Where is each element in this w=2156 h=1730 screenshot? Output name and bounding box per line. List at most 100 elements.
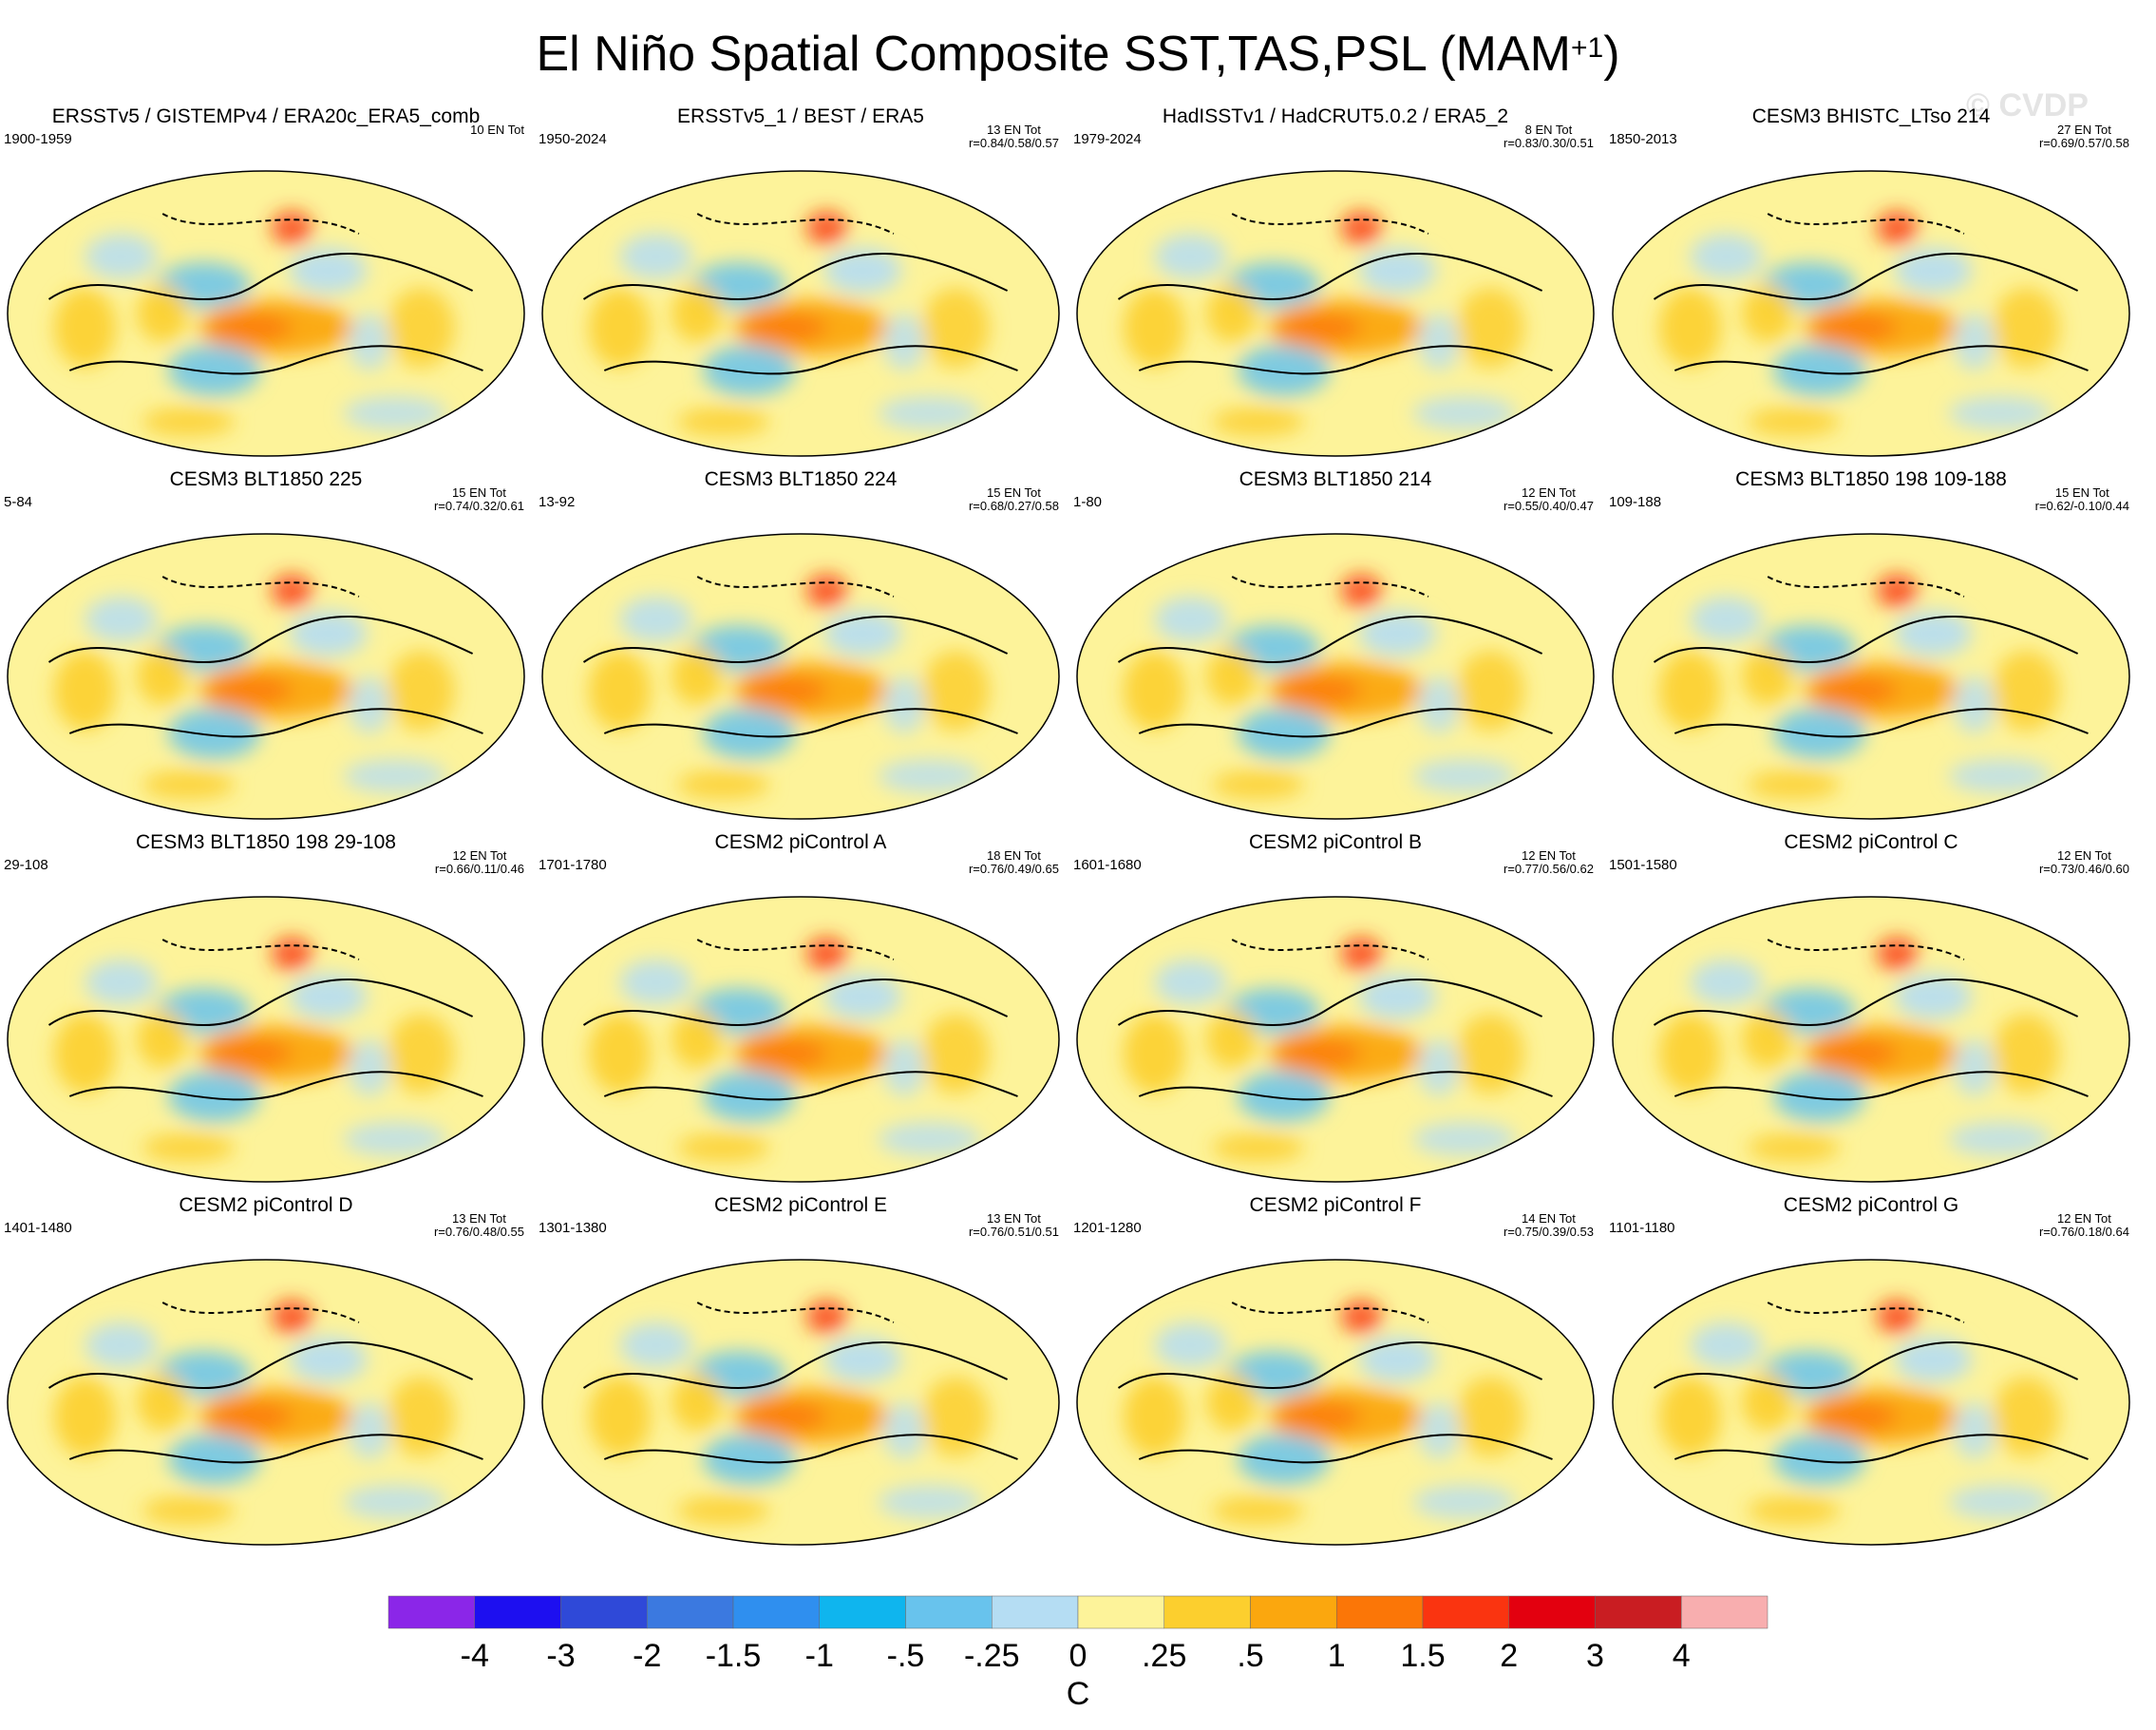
- map-panel: ERSSTv5 / GISTEMPv4 / ERA20c_ERA5_comb 19…: [0, 103, 532, 464]
- anomaly-region: [1658, 1377, 1722, 1456]
- panel-title: CESM2 piControl D: [179, 1194, 353, 1216]
- anomaly-region: [619, 234, 692, 279]
- panel-stats: 12 EN Tot r=0.77/0.56/0.62: [1504, 849, 1594, 876]
- panel-title: ERSSTv5_1 / BEST / ERA5: [677, 105, 924, 127]
- anomaly-region: [805, 574, 847, 608]
- anomaly-region: [85, 960, 158, 1005]
- anomaly-region: [1211, 1133, 1305, 1162]
- anomaly-region: [805, 1300, 847, 1334]
- anomaly-region: [1278, 1402, 1362, 1431]
- psl-contour: [1231, 1302, 1429, 1323]
- map-panel: CESM2 piControl F 1201-1280 14 EN Tot r=0.7…: [1069, 1191, 1601, 1552]
- anomaly-region: [1690, 597, 1763, 642]
- panel-title: CESM3 BLT1850 214: [1239, 468, 1432, 490]
- anomaly-region: [1814, 676, 1898, 705]
- psl-contour: [1117, 979, 1543, 1026]
- psl-contour: [603, 1071, 1018, 1101]
- map-panel: CESM2 piControl C 1501-1580 12 EN Tot r=0.7…: [1605, 828, 2137, 1189]
- map-graphic: [1612, 1259, 2130, 1546]
- anomaly-region: [1340, 574, 1382, 608]
- psl-contour: [68, 1071, 483, 1101]
- psl-contour: [1767, 939, 1965, 960]
- panel-title: CESM3 BLT1850 198 29-108: [136, 831, 396, 853]
- panel-title: CESM2 piControl C: [1784, 831, 1958, 853]
- anomaly-region: [744, 1039, 827, 1068]
- anomaly-region: [137, 285, 189, 342]
- anomaly-region: [619, 597, 692, 642]
- psl-contour: [1138, 708, 1553, 738]
- anomaly-region: [167, 1434, 261, 1485]
- colorbar-tick-label: 3: [1586, 1638, 1604, 1674]
- anomaly-region: [1340, 1300, 1382, 1334]
- panel-correlation: r=0.68/0.27/0.58: [968, 499, 1059, 513]
- anomaly-region: [878, 1122, 982, 1156]
- map-graphic: [541, 1259, 1060, 1546]
- panel-event-count: 8 EN Tot: [1524, 123, 1573, 137]
- anomaly-region: [1211, 770, 1305, 799]
- anomaly-region: [1992, 288, 2060, 368]
- anomaly-region: [387, 288, 455, 368]
- map-panel: HadISSTv1 / HadCRUT5.0.2 / ERA5_2 1979-20…: [1069, 103, 1601, 464]
- map-graphic: [541, 896, 1060, 1183]
- anomaly-region: [1954, 314, 1995, 371]
- map-graphic: [1076, 170, 1595, 457]
- anomaly-region: [53, 288, 117, 368]
- map-outline: [1612, 896, 2130, 1183]
- psl-contour: [1653, 979, 2079, 1026]
- anomaly-region: [1992, 651, 2060, 731]
- anomaly-region: [1237, 1071, 1331, 1122]
- panel-years: 1701-1780: [539, 857, 607, 873]
- anomaly-region: [1123, 288, 1186, 368]
- anomaly-region: [702, 345, 796, 396]
- map-outline: [1076, 533, 1595, 820]
- anomaly-region: [921, 288, 990, 368]
- anomaly-region: [209, 1039, 293, 1068]
- psl-contour: [603, 1434, 1018, 1464]
- map-graphic: [1612, 170, 2130, 457]
- cvdp-watermark: © CVDP: [1966, 87, 2089, 124]
- psl-contour: [582, 616, 1009, 663]
- map-outline: [7, 896, 525, 1183]
- colorbar-swatch: [1336, 1595, 1424, 1629]
- psl-contour: [1674, 345, 2089, 375]
- panel-event-count: 12 EN Tot: [1522, 848, 1576, 863]
- panel-years: 1-80: [1073, 494, 1103, 510]
- anomaly-region: [1948, 1122, 2052, 1156]
- anomaly-region: [137, 1374, 189, 1431]
- map-panel: CESM2 piControl D 1401-1480 13 EN Tot r=0.7…: [0, 1191, 532, 1552]
- anomaly-region: [588, 288, 652, 368]
- anomaly-region: [85, 1322, 158, 1368]
- panel-correlation: r=0.76/0.48/0.55: [433, 1225, 524, 1239]
- psl-contour: [161, 213, 360, 235]
- map-panel: CESM2 piControl G 1101-1180 12 EN Tot r=0.7…: [1605, 1191, 2137, 1552]
- anomaly-region: [1992, 1014, 2060, 1093]
- map-panel: CESM3 BLT1850 224 13-92 15 EN Tot r=0.68/0.…: [535, 466, 1067, 827]
- map-outline: [1612, 170, 2130, 457]
- psl-contour: [1767, 213, 1965, 235]
- anomaly-region: [1154, 597, 1227, 642]
- anomaly-region: [343, 1122, 447, 1156]
- colorbar-tick-label: -.25: [964, 1638, 1020, 1674]
- psl-contour: [1117, 1341, 1543, 1389]
- map-outline: [1076, 896, 1595, 1183]
- anomaly-region: [1206, 285, 1258, 342]
- anomaly-region: [1412, 1122, 1517, 1156]
- anomaly-region: [1123, 1377, 1186, 1456]
- panel-years: 1601-1680: [1073, 857, 1142, 873]
- colorbar-tick-label: .25: [1142, 1638, 1186, 1674]
- anomaly-region: [53, 1377, 117, 1456]
- anomaly-region: [137, 1011, 189, 1068]
- map-outline: [7, 170, 525, 457]
- panel-stats: 12 EN Tot r=0.73/0.46/0.60: [2039, 849, 2129, 876]
- colorbar-swatch: [1508, 1595, 1596, 1629]
- map-outline: [1612, 533, 2130, 820]
- colorbar-swatch: [647, 1595, 734, 1629]
- anomaly-region: [349, 1039, 390, 1096]
- map-outline: [541, 170, 1060, 457]
- psl-contour: [68, 708, 483, 738]
- panel-stats: 15 EN Tot r=0.62/-0.10/0.44: [2035, 486, 2129, 513]
- map-outline: [541, 896, 1060, 1183]
- map-outline: [541, 533, 1060, 820]
- psl-contour: [47, 1341, 474, 1389]
- panel-correlation: r=0.77/0.56/0.62: [1503, 862, 1594, 876]
